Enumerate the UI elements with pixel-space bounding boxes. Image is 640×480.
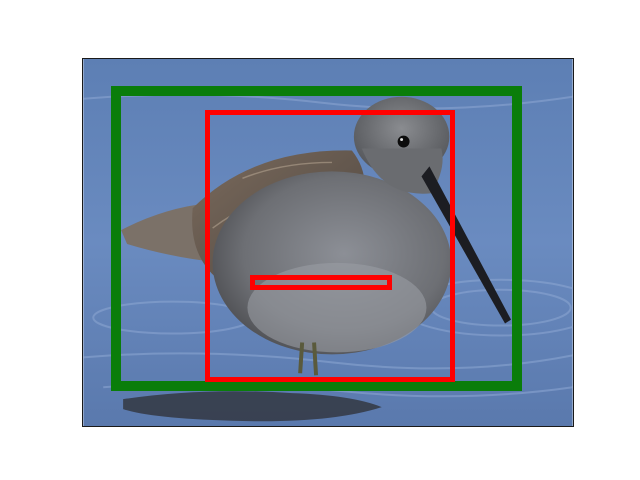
red-strip-box	[250, 275, 392, 290]
bird-reflection	[123, 391, 382, 422]
bird-legs	[298, 342, 319, 376]
bird-neck	[361, 148, 443, 194]
green-bounding-box	[111, 86, 522, 391]
bird-beak	[421, 166, 512, 324]
red-bounding-box	[205, 110, 455, 382]
